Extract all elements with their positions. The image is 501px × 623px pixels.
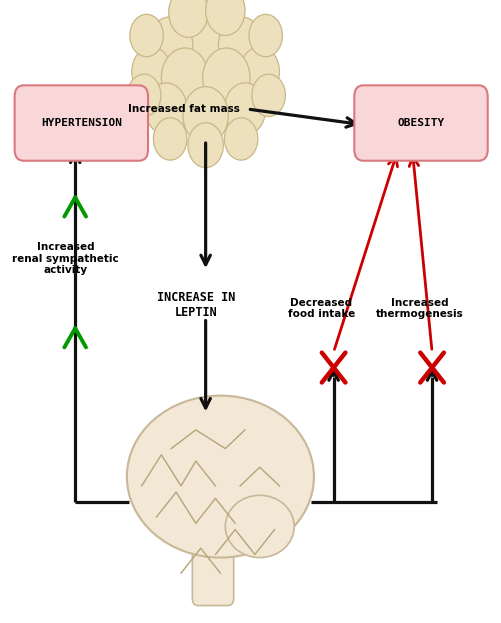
Text: HYPERTENSION: HYPERTENSION [41,118,122,128]
Circle shape [183,87,228,144]
Circle shape [224,83,266,135]
Circle shape [252,74,286,117]
Circle shape [148,17,193,74]
Circle shape [205,0,245,36]
Text: Increased fat mass: Increased fat mass [128,104,239,114]
FancyBboxPatch shape [354,85,487,161]
Circle shape [224,118,258,160]
Circle shape [130,14,163,57]
Circle shape [146,83,187,135]
Circle shape [249,14,283,57]
Circle shape [240,47,280,97]
Ellipse shape [225,495,294,558]
FancyBboxPatch shape [15,85,148,161]
Text: Increased
thermogenesis: Increased thermogenesis [376,298,463,319]
Circle shape [203,48,250,108]
Circle shape [218,17,264,74]
Circle shape [161,48,208,108]
Circle shape [153,118,187,160]
Text: OBESITY: OBESITY [397,118,444,128]
Circle shape [127,74,161,117]
Ellipse shape [127,396,314,558]
Circle shape [188,123,223,168]
Text: Decreased
food intake: Decreased food intake [288,298,355,319]
Circle shape [169,0,208,37]
Text: INCREASE IN
LEPTIN: INCREASE IN LEPTIN [157,292,235,319]
Text: Increased
renal sympathetic
activity: Increased renal sympathetic activity [12,242,119,275]
Circle shape [180,8,231,73]
Circle shape [132,47,171,97]
FancyBboxPatch shape [192,528,233,606]
